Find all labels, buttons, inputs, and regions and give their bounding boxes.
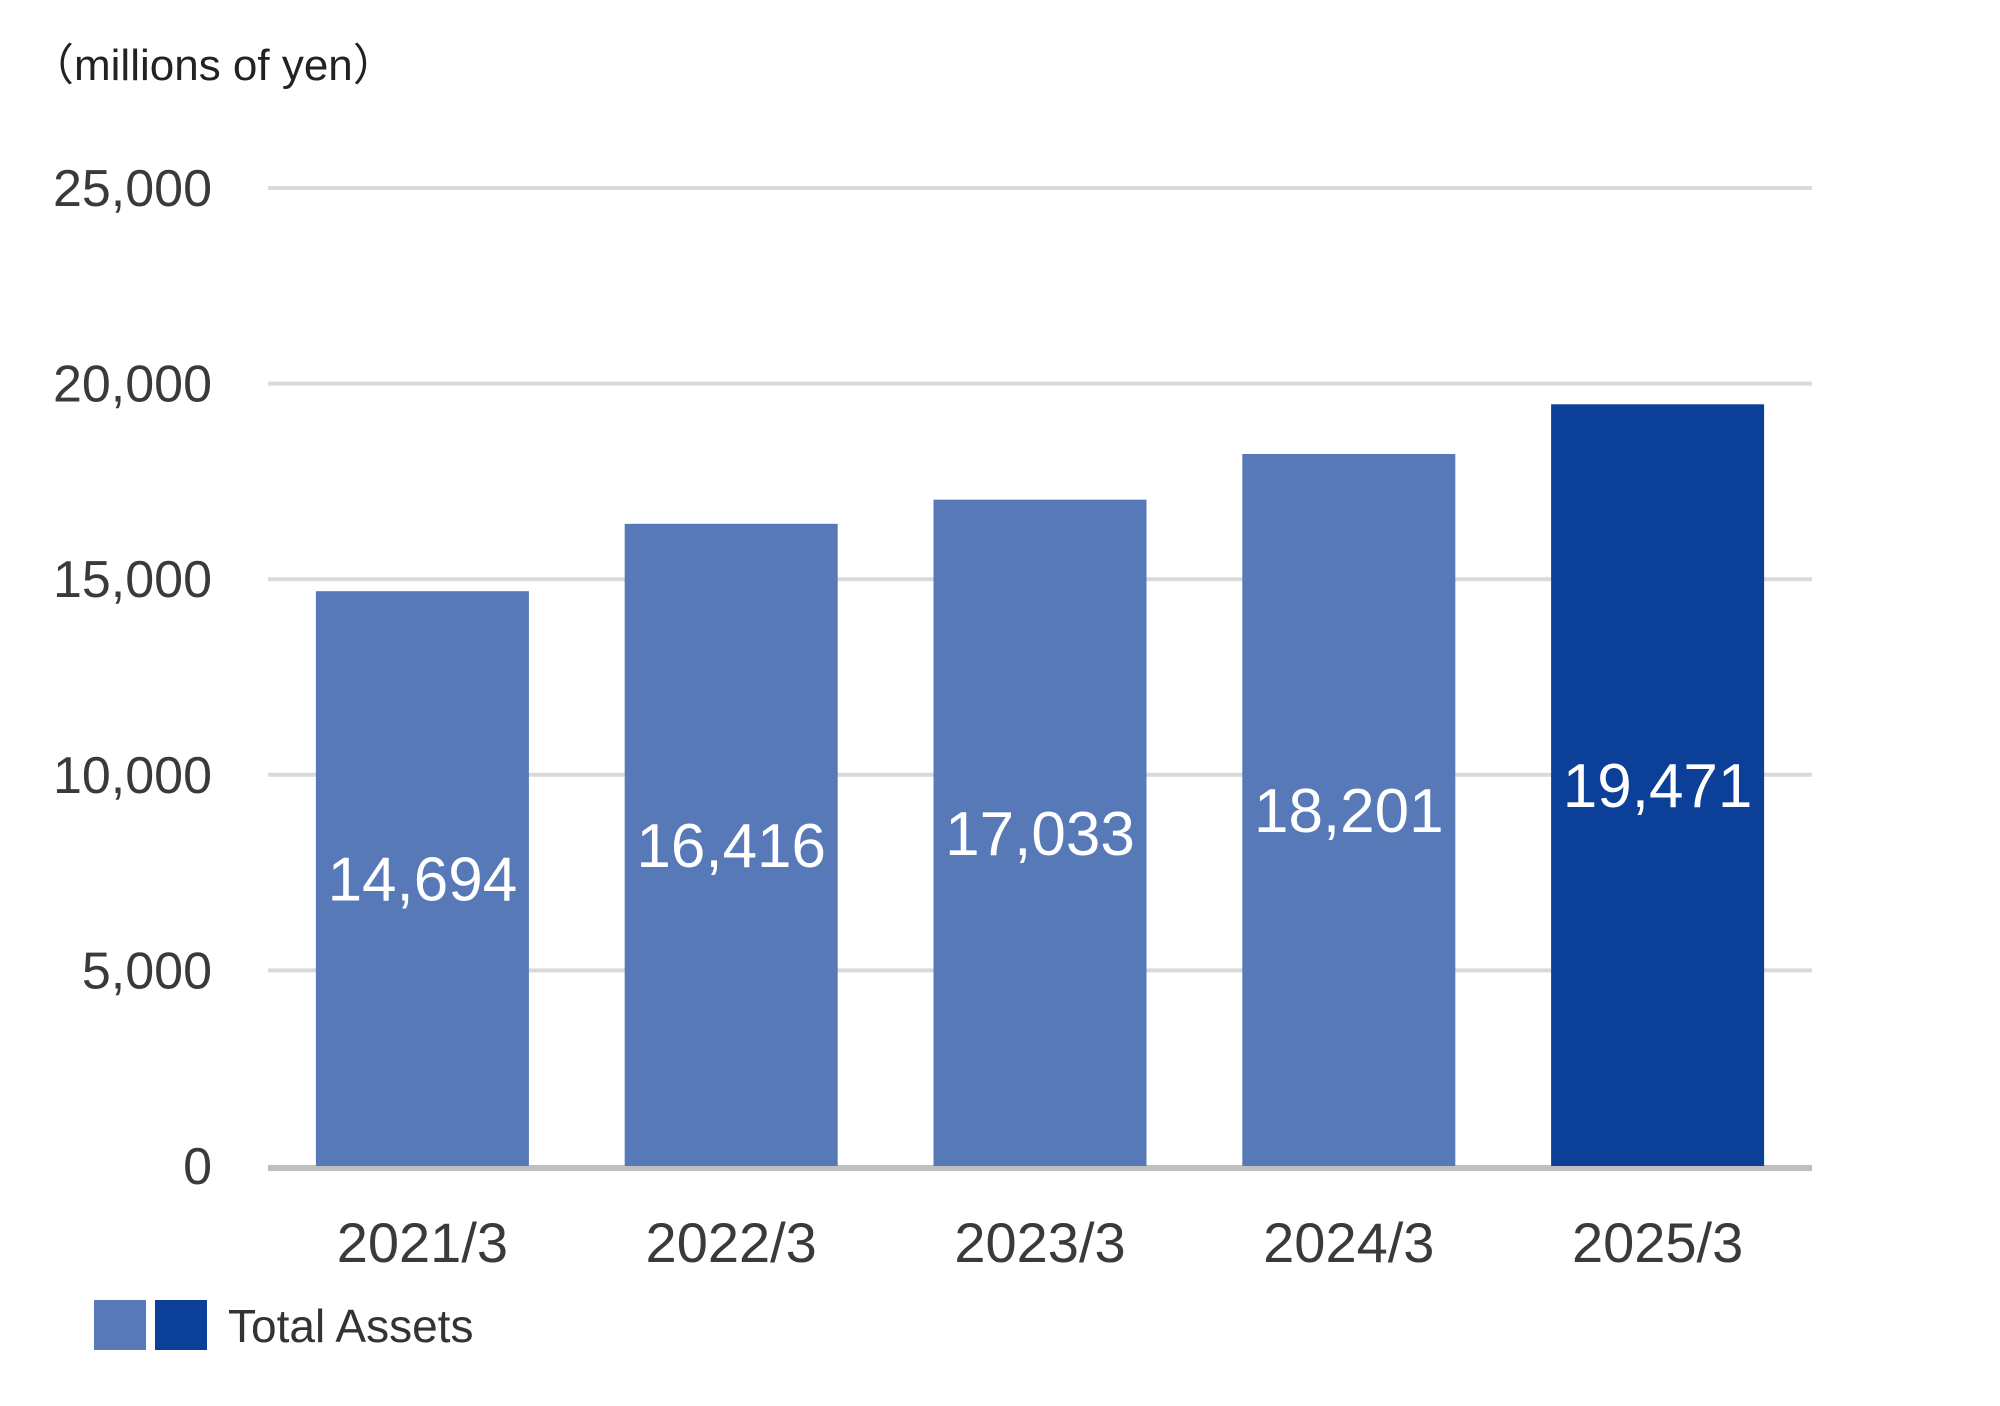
y-axis-ticks: 0 5,000 10,000 15,000 20,000 25,000 [53, 160, 212, 1196]
data-label: 18,201 [1254, 777, 1444, 846]
y-tick-label: 20,000 [53, 356, 212, 414]
bar [315, 591, 529, 1166]
legend-label: Total Assets [228, 1300, 473, 1352]
x-tick-label: 2023/3 [954, 1211, 1125, 1274]
legend: Total Assets [94, 1300, 473, 1352]
x-tick-label: 2021/3 [337, 1211, 508, 1274]
data-label: 16,416 [636, 812, 826, 881]
data-label: 17,033 [945, 800, 1135, 869]
legend-swatch-regular [94, 1300, 146, 1350]
legend-swatch-highlight [155, 1300, 207, 1350]
unit-label: （millions of yen） [30, 41, 397, 90]
x-tick-label: 2024/3 [1263, 1211, 1434, 1274]
y-tick-label: 5,000 [82, 942, 212, 1000]
bars: 14,694 16,416 17,033 18,201 19,471 [315, 404, 1765, 1166]
y-tick-label: 10,000 [53, 747, 212, 805]
bar [933, 499, 1147, 1166]
bar [1551, 404, 1765, 1166]
y-tick-label: 0 [183, 1138, 212, 1196]
bar [624, 523, 838, 1166]
x-tick-label: 2025/3 [1572, 1211, 1743, 1274]
x-axis-ticks: 2021/3 2022/3 2023/3 2024/3 2025/3 [337, 1211, 1743, 1274]
y-tick-label: 25,000 [53, 160, 212, 218]
bar [1242, 453, 1456, 1166]
y-tick-label: 15,000 [53, 551, 212, 609]
x-tick-label: 2022/3 [646, 1211, 817, 1274]
data-label: 14,694 [328, 846, 518, 915]
data-label: 19,471 [1563, 752, 1753, 821]
